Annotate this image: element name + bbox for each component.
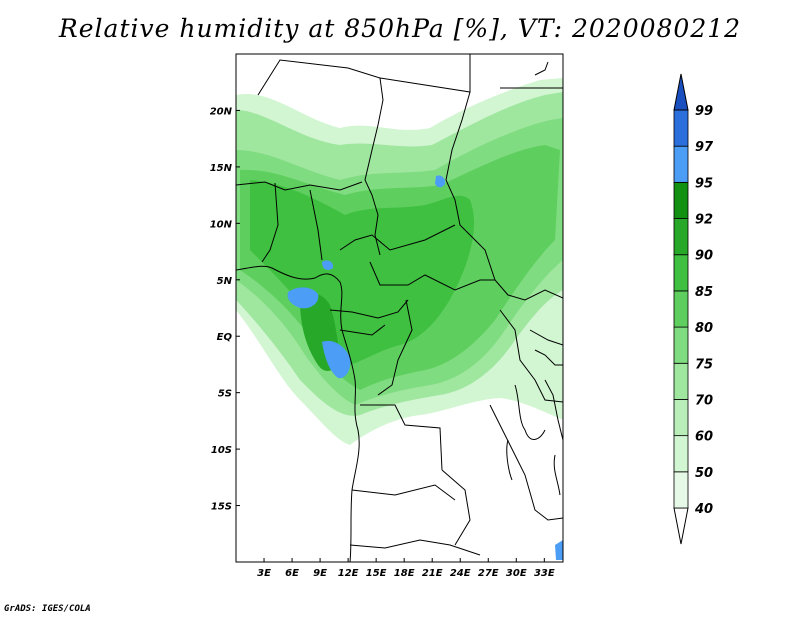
colorbar-swatch (673, 181, 689, 219)
humidity-contour-97 (287, 287, 319, 309)
colorbar-swatch (673, 218, 689, 256)
humidity-contour-97 (435, 175, 446, 188)
colorbar-level-label: 75 (695, 357, 713, 372)
lon-tick-label: 15E (366, 568, 387, 579)
humidity-field (236, 78, 563, 560)
map-title: Relative humidity at 850hPa [%], VT: 202… (58, 14, 742, 43)
lat-tick-label: 10N (210, 219, 233, 230)
colorbar-level-label: 97 (695, 140, 714, 155)
colorbar-swatch (673, 290, 689, 328)
country-borders (236, 54, 563, 562)
colorbar-level-label: 40 (694, 502, 713, 517)
colorbar-level-label: 99 (695, 104, 713, 119)
grads-credit: GrADS: IGES/COLA (4, 604, 91, 614)
colorbar-min-arrow (673, 507, 689, 545)
lat-tick-label: 20N (210, 106, 233, 117)
lon-tick-label: 6E (285, 568, 299, 579)
humidity-contour-97 (322, 260, 334, 270)
lat-tick-label: EQ (217, 332, 233, 343)
lon-tick-label: 24E (450, 568, 471, 579)
colorbar-swatch (673, 435, 689, 473)
colorbar-max-arrow (673, 73, 689, 111)
lon-tick-label: 33E (534, 568, 555, 579)
humidity-contour-97 (555, 540, 563, 560)
lat-tick-label: 15N (210, 163, 233, 174)
colorbar: 40 50 60 70 75 80 85 90 92 95 97 99 (673, 73, 714, 545)
longitude-ticks: 3E 6E 9E 12E 15E 18E 21E 24E 27E 30E 33E (257, 558, 555, 579)
lat-tick-label: 5N (217, 276, 233, 287)
colorbar-swatch (673, 254, 689, 292)
colorbar-level-label: 92 (695, 213, 713, 228)
colorbar-level-label: 60 (695, 430, 713, 445)
colorbar-level-label: 80 (695, 321, 713, 336)
colorbar-swatch (673, 109, 689, 147)
colorbar-swatch (673, 326, 689, 364)
lon-tick-label: 9E (313, 568, 327, 579)
lon-tick-label: 30E (506, 568, 527, 579)
lon-tick-label: 3E (257, 568, 271, 579)
colorbar-level-label: 50 (695, 466, 713, 481)
lon-tick-label: 12E (338, 568, 359, 579)
humidity-contour-97 (322, 340, 351, 379)
colorbar-level-label: 90 (695, 249, 713, 264)
lat-tick-label: 10S (211, 445, 232, 456)
lat-tick-label: 5S (218, 389, 232, 400)
latitude-ticks: 20N 15N 10N 5N EQ 5S 10S 15S (210, 106, 240, 513)
colorbar-level-label: 85 (695, 285, 713, 300)
lon-tick-label: 18E (394, 568, 415, 579)
lon-tick-label: 27E (478, 568, 499, 579)
humidity-contour-90 (250, 180, 475, 365)
colorbar-swatch (673, 471, 689, 509)
colorbar-swatch (673, 362, 689, 400)
lon-tick-label: 21E (422, 568, 443, 579)
colorbar-level-label: 95 (695, 176, 713, 191)
colorbar-swatch (673, 145, 689, 183)
lat-tick-label: 15S (211, 502, 232, 513)
map-frame (235, 53, 564, 563)
colorbar-level-label: 70 (695, 393, 713, 408)
colorbar-swatch (673, 399, 689, 437)
